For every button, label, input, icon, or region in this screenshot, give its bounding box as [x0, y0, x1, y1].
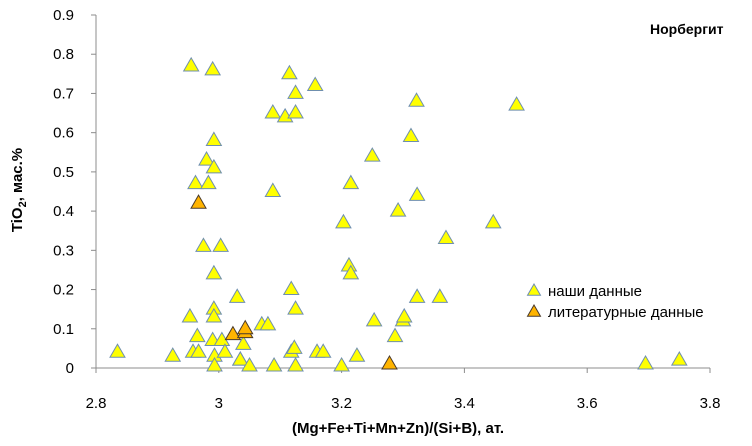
x-tick-label: 3.2 — [331, 395, 352, 412]
legend: наши данные литературные данные — [526, 282, 704, 321]
y-tick-label: 0.4 — [53, 203, 74, 220]
data-point-series-1 — [508, 96, 525, 111]
data-point-series-1 — [363, 147, 381, 162]
data-point-series-1 — [484, 213, 502, 229]
data-point-series-1 — [408, 92, 425, 107]
data-point-series-1 — [285, 339, 303, 354]
legend-marker-series-1 — [526, 282, 542, 296]
data-point-series-1 — [206, 356, 223, 372]
axes: 0 0.1 0.2 0.3 0.4 0.5 0.6 0.7 0.8 0.9 2.8 3 3.2 3.4 3.… — [53, 7, 720, 412]
chart-title: Норбергит — [650, 21, 724, 37]
data-point-series-1 — [264, 182, 282, 197]
data-point-series-1 — [265, 356, 283, 372]
data-point-series-1 — [431, 288, 449, 303]
data-points — [109, 56, 688, 372]
data-point-series-1 — [333, 356, 350, 372]
y-tick-label: 0.3 — [53, 242, 74, 259]
data-point-series-1 — [164, 347, 182, 362]
y-axis-label: TiO2, мас.% — [9, 148, 29, 232]
data-point-series-1 — [282, 280, 300, 296]
legend-marker-series-2 — [526, 303, 542, 317]
data-point-series-1 — [109, 343, 126, 358]
data-point-series-1 — [276, 107, 294, 123]
y-tick-label: 0.5 — [53, 164, 74, 181]
y-tick-label: 0.1 — [53, 321, 74, 338]
y-tick-label: 0.9 — [53, 7, 74, 24]
data-point-series-1 — [287, 84, 304, 99]
data-point-series-1 — [335, 213, 352, 229]
data-point-series-1 — [198, 151, 215, 166]
data-point-series-1 — [205, 307, 223, 323]
data-point-series-2 — [224, 325, 242, 341]
data-point-series-1 — [241, 356, 258, 372]
x-axis-label: (Mg+Fe+Ti+Mn+Zn)/(Si+B), ат. — [292, 420, 504, 437]
y-axis-label-main: TiO — [9, 207, 26, 232]
data-point-series-1 — [205, 158, 223, 174]
x-tick-label: 3.6 — [577, 395, 598, 412]
data-point-series-1 — [182, 56, 200, 72]
data-point-series-1 — [365, 311, 383, 327]
data-point-series-1 — [389, 202, 407, 217]
data-point-series-1 — [287, 103, 304, 119]
data-point-series-1 — [281, 64, 298, 80]
data-point-series-1 — [181, 307, 199, 323]
data-point-series-1 — [187, 174, 204, 190]
y-tick-label: 0.8 — [53, 46, 74, 63]
data-point-series-1 — [314, 343, 332, 358]
data-point-series-1 — [342, 174, 360, 190]
y-tick-label: 0.7 — [53, 85, 74, 102]
data-point-series-2 — [236, 319, 254, 335]
data-point-series-1 — [402, 127, 420, 143]
y-axis-label-unit: , мас.% — [9, 148, 26, 201]
x-tick-label: 2.8 — [86, 395, 107, 412]
legend-label-series-2: литературные данные — [548, 304, 704, 321]
data-point-series-2 — [381, 354, 398, 370]
data-point-series-1 — [228, 288, 246, 303]
data-point-series-1 — [259, 315, 277, 331]
data-point-series-1 — [234, 335, 252, 350]
data-point-series-1 — [670, 351, 688, 366]
data-point-series-1 — [637, 354, 654, 370]
data-point-series-1 — [195, 237, 212, 252]
data-point-series-1 — [287, 356, 304, 372]
x-tick-label: 3.4 — [454, 395, 475, 412]
data-point-series-1 — [205, 131, 223, 146]
y-tick-label: 0.6 — [53, 125, 74, 142]
data-point-series-1 — [190, 343, 207, 358]
data-point-series-2 — [190, 194, 207, 209]
data-point-series-1 — [408, 288, 426, 303]
data-point-series-1 — [188, 327, 206, 343]
data-point-series-1 — [204, 60, 222, 76]
data-point-series-1 — [216, 343, 234, 358]
data-point-series-1 — [386, 327, 404, 343]
y-tick-label: 0.2 — [53, 282, 74, 299]
data-point-series-1 — [342, 264, 360, 280]
data-point-series-1 — [306, 76, 324, 92]
x-tick-label: 3 — [215, 395, 223, 412]
data-point-series-1 — [231, 351, 249, 366]
legend-label-series-1: наши данные — [548, 283, 642, 300]
data-point-series-1 — [205, 264, 223, 280]
data-point-series-1 — [408, 186, 426, 201]
y-axis-label-subscript: 2 — [17, 201, 29, 207]
data-point-series-1 — [287, 300, 304, 315]
data-point-series-1 — [395, 307, 413, 323]
data-point-series-1 — [348, 347, 366, 362]
data-point-series-1 — [264, 103, 282, 119]
data-point-series-1 — [212, 237, 230, 252]
data-point-series-1 — [437, 229, 455, 245]
data-point-series-1 — [199, 174, 217, 190]
y-tick-label: 0 — [66, 360, 74, 377]
x-tick-label: 3.8 — [700, 395, 721, 412]
